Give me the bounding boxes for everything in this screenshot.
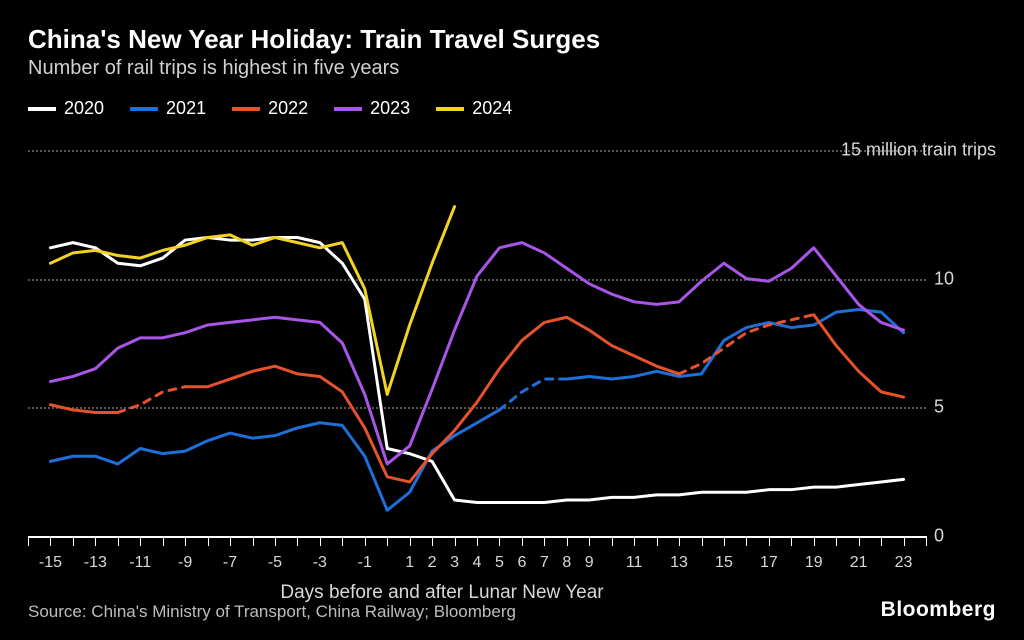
x-tick-label: -11: [129, 554, 151, 572]
y-tick-label: 5: [934, 397, 996, 418]
x-tick-label: 17: [760, 554, 778, 572]
x-tick-label: 21: [850, 554, 868, 572]
series-line: [567, 310, 904, 379]
chart-plot-area: 15 million train trips1050-15-13-11-9-7-…: [28, 150, 996, 544]
x-tick-label: -7: [223, 554, 237, 572]
series-line: [50, 207, 454, 395]
x-tick-label: -1: [358, 554, 372, 572]
series-line: [50, 405, 117, 413]
series-svg: [28, 150, 926, 544]
legend-label: 2022: [268, 98, 308, 119]
y-tick-label: 10: [934, 268, 996, 289]
x-tick-label: 19: [805, 554, 823, 572]
legend-label: 2021: [166, 98, 206, 119]
series-line: [118, 387, 185, 413]
chart-subtitle: Number of rail trips is highest in five …: [28, 57, 996, 80]
x-tick: [926, 536, 927, 546]
series-line: [185, 317, 679, 482]
legend-swatch: [232, 107, 260, 111]
x-tick-label: -3: [313, 554, 327, 572]
legend-item-2022: 2022: [232, 98, 308, 119]
source-text: Source: China's Ministry of Transport, C…: [28, 602, 516, 622]
series-line: [50, 243, 903, 464]
x-tick-label: 6: [517, 554, 526, 572]
series-line: [499, 379, 566, 410]
legend-swatch: [28, 107, 56, 111]
x-tick-label: -9: [178, 554, 192, 572]
legend-label: 2020: [64, 98, 104, 119]
series-line: [679, 315, 814, 374]
legend-label: 2024: [472, 98, 512, 119]
x-tick-label: 5: [495, 554, 504, 572]
x-tick-label: 11: [626, 554, 643, 572]
x-tick-label: 9: [585, 554, 594, 572]
x-axis-title: Days before and after Lunar New Year: [28, 582, 856, 604]
legend-swatch: [436, 107, 464, 111]
legend-swatch: [130, 107, 158, 111]
x-tick-label: -5: [268, 554, 282, 572]
x-tick-label: -15: [39, 554, 62, 572]
x-tick-label: -13: [84, 554, 107, 572]
x-tick-label: 2: [428, 554, 437, 572]
legend: 2020 2021 2022 2023 2024: [28, 98, 996, 119]
legend-item-2024: 2024: [436, 98, 512, 119]
legend-label: 2023: [370, 98, 410, 119]
legend-item-2020: 2020: [28, 98, 104, 119]
x-tick-label: 1: [405, 554, 414, 572]
chart-title: China's New Year Holiday: Train Travel S…: [28, 24, 996, 55]
legend-swatch: [334, 107, 362, 111]
x-tick-label: 8: [562, 554, 571, 572]
legend-item-2023: 2023: [334, 98, 410, 119]
x-tick-label: 3: [450, 554, 459, 572]
x-tick-label: 4: [473, 554, 482, 572]
x-tick-label: 15: [715, 554, 733, 572]
chart-container: China's New Year Holiday: Train Travel S…: [0, 0, 1024, 640]
x-tick-label: 23: [895, 554, 913, 572]
legend-item-2021: 2021: [130, 98, 206, 119]
y-tick-label: 0: [934, 526, 996, 547]
x-tick-label: 7: [540, 554, 549, 572]
bloomberg-logo: Bloomberg: [881, 598, 996, 622]
x-tick-label: 13: [670, 554, 688, 572]
